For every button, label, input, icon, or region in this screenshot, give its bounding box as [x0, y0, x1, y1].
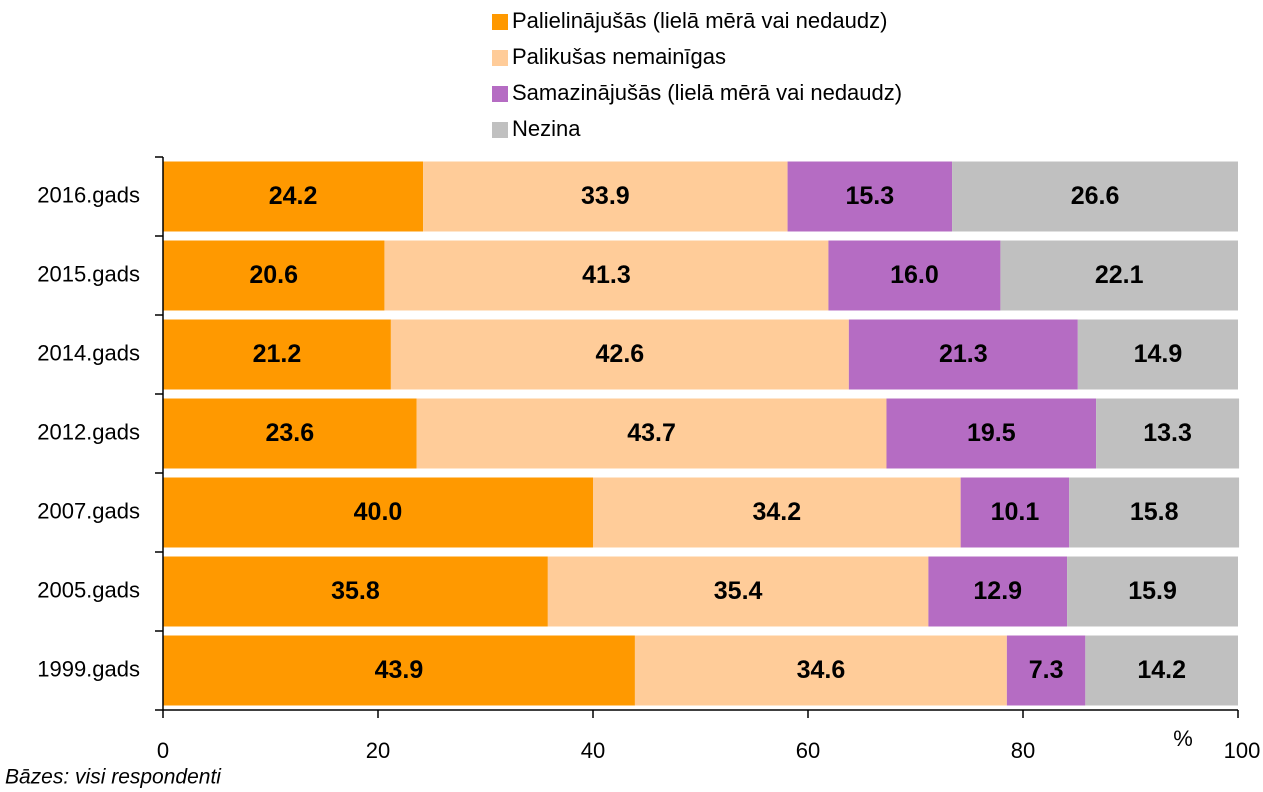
x-tick-label: 100	[1224, 738, 1261, 763]
legend-swatch	[492, 122, 508, 138]
bar-segment	[547, 556, 929, 627]
y-tick-label: 2005.gads	[37, 577, 140, 602]
legend-label: Palielinājušās (lielā mērā vai nedaudz)	[512, 8, 887, 33]
bar-segment	[886, 398, 1097, 469]
bar-segment	[163, 161, 424, 232]
bar-segment	[828, 240, 1001, 311]
value-label: 21.3	[939, 340, 988, 368]
bar-segment	[1000, 240, 1238, 311]
value-label: 21.2	[253, 340, 302, 368]
value-label: 24.2	[269, 182, 318, 210]
x-tick-label: 40	[581, 738, 605, 763]
bar-segment	[163, 477, 593, 548]
bar-segment	[384, 240, 829, 311]
value-label: 43.9	[375, 656, 424, 684]
bar-segment	[593, 477, 961, 548]
legend-swatch	[492, 14, 508, 30]
value-label: 19.5	[967, 419, 1016, 447]
value-label: 35.8	[331, 577, 380, 605]
value-label: 20.6	[249, 261, 298, 289]
value-label: 16.0	[890, 261, 939, 289]
bar-segment	[634, 635, 1007, 706]
value-label: 43.7	[627, 419, 676, 447]
bar-segment	[1096, 398, 1240, 469]
legend-swatch	[492, 86, 508, 102]
value-label: 35.4	[714, 577, 763, 605]
value-label: 26.6	[1071, 182, 1120, 210]
bar-segment	[423, 161, 788, 232]
y-tick-label: 2015.gads	[37, 261, 140, 286]
bar-segment	[416, 398, 887, 469]
bar-segment	[1006, 635, 1086, 706]
value-label: 33.9	[581, 182, 630, 210]
value-label: 34.6	[797, 656, 846, 684]
y-tick-label: 2014.gads	[37, 340, 140, 365]
value-label: 13.3	[1143, 419, 1192, 447]
bar-segment	[163, 398, 417, 469]
value-label: 14.9	[1134, 340, 1183, 368]
legend-label: Palikušas nemainīgas	[512, 44, 726, 69]
x-tick-label: 0	[157, 738, 169, 763]
bar-segment	[163, 319, 391, 390]
bar-segment	[848, 319, 1078, 390]
value-label: 23.6	[266, 419, 315, 447]
y-tick-label: 1999.gads	[37, 656, 140, 681]
value-label: 15.3	[845, 182, 894, 210]
bar-segment	[163, 556, 548, 627]
legend-swatch	[492, 50, 508, 66]
bar-segment	[787, 161, 953, 232]
legend-label: Nezina	[512, 116, 581, 141]
x-tick-label: 20	[366, 738, 390, 763]
value-label: 10.1	[991, 498, 1040, 526]
value-label: 41.3	[582, 261, 631, 289]
y-tick-label: 2016.gads	[37, 182, 140, 207]
value-label: 15.9	[1128, 577, 1177, 605]
bar-segment	[928, 556, 1068, 627]
y-tick-label: 2012.gads	[37, 419, 140, 444]
value-label: 42.6	[596, 340, 645, 368]
bar-segment	[952, 161, 1238, 232]
value-label: 22.1	[1095, 261, 1144, 289]
value-label: 14.2	[1137, 656, 1186, 684]
bar-segment	[960, 477, 1070, 548]
y-tick-label: 2007.gads	[37, 498, 140, 523]
value-label: 15.8	[1130, 498, 1179, 526]
x-axis-label: %	[1173, 726, 1193, 751]
bar-segment	[1077, 319, 1238, 390]
value-label: 34.2	[752, 498, 801, 526]
value-label: 12.9	[973, 577, 1022, 605]
bar-segment	[1067, 556, 1238, 627]
x-tick-label: 60	[796, 738, 820, 763]
bar-segment	[390, 319, 849, 390]
bar-segment	[163, 635, 635, 706]
value-label: 40.0	[354, 498, 403, 526]
bar-segment	[163, 240, 385, 311]
value-label: 7.3	[1029, 656, 1064, 684]
bar-segment	[1085, 635, 1238, 706]
note: Bāzes: visi respondenti	[5, 766, 222, 789]
legend-label: Samazinājušās (lielā mērā vai nedaudz)	[512, 80, 902, 105]
x-tick-label: 80	[1011, 738, 1035, 763]
bar-segment	[1069, 477, 1240, 548]
